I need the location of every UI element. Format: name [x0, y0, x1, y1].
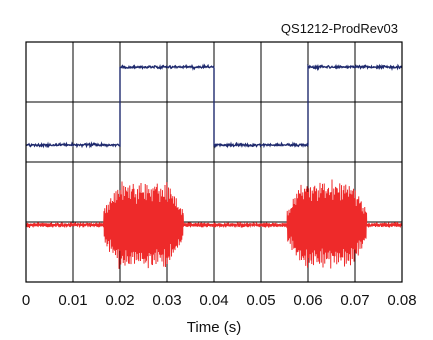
x-tick-label: 0.08	[387, 292, 416, 309]
x-tick-label: 0.04	[199, 292, 228, 309]
x-tick-label: 0.07	[340, 292, 369, 309]
x-tick-label: 0.01	[58, 292, 87, 309]
x-tick-label: 0.02	[105, 292, 134, 309]
x-tick-label: 0.03	[152, 292, 181, 309]
x-tick-label: 0.06	[293, 292, 322, 309]
x-axis-title: Time (s)	[187, 319, 241, 336]
annotation-label: QS1212-ProdRev03	[281, 21, 398, 36]
x-tick-label: 0	[22, 292, 30, 309]
series-square-wave-line	[25, 63, 403, 149]
series-oscillation-line	[25, 179, 403, 269]
x-tick-label: 0.05	[246, 292, 275, 309]
